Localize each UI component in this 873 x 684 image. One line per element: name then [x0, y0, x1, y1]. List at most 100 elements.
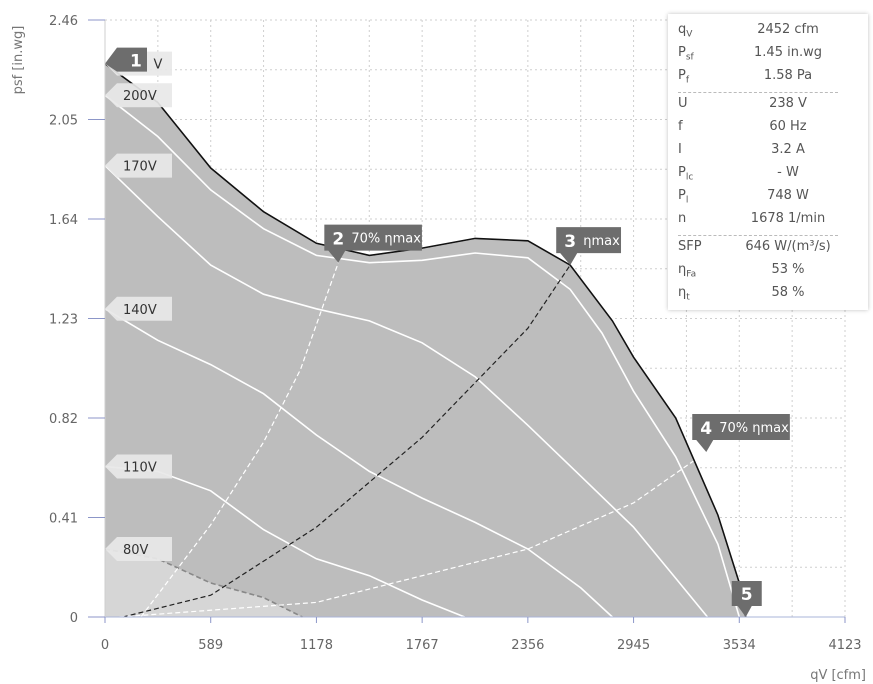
voltage-tag-label: 170V	[123, 160, 157, 175]
info-value: 53 %	[771, 262, 805, 277]
info-value: 60 Hz	[769, 119, 807, 134]
voltage-tag: 170V	[105, 153, 172, 178]
y-tick-label: 1.23	[49, 313, 78, 328]
point-marker-4: 4 70% ηmax	[692, 413, 790, 452]
info-symbol: Plc	[678, 165, 694, 183]
info-row: U 238 V	[678, 96, 868, 118]
voltage-tag-label: 140V	[123, 303, 157, 318]
voltage-curve	[104, 308, 613, 618]
voltage-tag-box	[105, 454, 172, 479]
info-value: - W	[777, 165, 799, 180]
voltage-tag-box	[105, 296, 172, 321]
info-symbol: Pf	[678, 68, 690, 86]
y-axis-title: psf [in.wg]	[11, 26, 26, 95]
operating-area-fill	[105, 63, 746, 617]
marker-label: ηmax	[583, 234, 620, 249]
voltage-tag-box	[105, 83, 172, 108]
envelope-line	[104, 63, 747, 618]
info-value: 646 W/(m³/s)	[745, 239, 831, 254]
info-value: 58 %	[771, 285, 805, 300]
voltage-tag: 200V	[105, 83, 172, 108]
low-voltage-area-fill	[105, 549, 303, 617]
x-axis-title: qV [cfm]	[810, 668, 866, 683]
info-value: 1.58 Pa	[763, 68, 813, 83]
info-symbol: Psf	[678, 45, 694, 63]
info-value: 3.2 A	[771, 142, 805, 157]
x-tick-label: 2945	[617, 638, 650, 653]
info-row: f 60 Hz	[678, 119, 868, 141]
voltage-tag-label: V	[154, 58, 163, 73]
y-tick-label: 0.41	[49, 512, 78, 527]
x-tick-label: 1767	[406, 638, 439, 653]
marker-badge	[105, 47, 147, 72]
voltage-tag-box	[105, 153, 172, 178]
operating-area	[105, 63, 746, 617]
info-row: SFP 646 W/(m³/s)	[678, 239, 868, 261]
info-symbol: U	[678, 96, 688, 111]
marker-label: 70% ηmax	[719, 421, 789, 436]
envelope-curve	[104, 63, 747, 618]
marker-number: 1	[130, 52, 142, 72]
info-row: I 3.2 A	[678, 142, 868, 164]
x-tick-label: 1178	[300, 638, 333, 653]
info-row: ηFa 53 %	[678, 262, 868, 284]
point-marker-3: 3 ηmax	[556, 227, 622, 266]
info-value: 238 V	[769, 96, 807, 111]
efficiency-lines	[119, 262, 707, 618]
marker-label: 70% ηmax	[351, 232, 421, 247]
x-tick-label: 4123	[828, 638, 861, 653]
info-symbol: SFP	[678, 239, 702, 254]
info-value: 1678 1/min	[750, 211, 826, 226]
info-row: Plc - W	[678, 165, 868, 187]
marker-number: 2	[332, 230, 344, 250]
axes: 0 589 1178 1767 2356 2945 3534 412300.410.821.2…	[49, 14, 862, 653]
y-tick-label: 0.82	[49, 412, 78, 427]
info-row: ηt 58 %	[678, 285, 868, 307]
info-value: 748 W	[767, 188, 809, 203]
point-markers: 1 2 70% ηmax 3 ηmax 4 70% ηmax 5	[105, 47, 790, 617]
info-row: Pf 1.58 Pa	[678, 68, 868, 90]
info-separator	[678, 92, 838, 93]
info-row: qV 2452 cfm	[678, 22, 868, 44]
voltage-curve	[104, 165, 709, 618]
marker-number: 4	[700, 419, 712, 439]
info-symbol: n	[678, 211, 687, 226]
x-tick-label: 589	[198, 638, 223, 653]
voltage-tag: 140V	[105, 296, 172, 321]
marker-badge	[692, 413, 790, 452]
y-tick-label: 2.05	[49, 114, 78, 129]
marker-number: 3	[564, 232, 576, 252]
info-symbol: Pl	[678, 188, 689, 206]
info-row: n 1678 1/min	[678, 211, 868, 233]
voltage-tag-label: 80V	[123, 543, 149, 558]
y-tick-label: 1.64	[49, 213, 78, 228]
voltage-tag: 80V	[105, 537, 172, 562]
y-tick-label: 2.46	[49, 14, 78, 29]
info-value: 1.45 in.wg	[754, 45, 822, 60]
voltage-tag-label: 200V	[123, 89, 157, 104]
info-row: Psf 1.45 in.wg	[678, 45, 868, 67]
marker-badge	[324, 224, 422, 263]
info-symbol: I	[678, 142, 682, 157]
point-marker-5: 5	[731, 581, 762, 617]
x-tick-label: 3534	[723, 638, 756, 653]
info-symbol: ηt	[678, 285, 690, 303]
voltage-tag-box	[105, 537, 172, 562]
marker-badge	[556, 227, 622, 266]
x-tick-label: 2356	[511, 638, 544, 653]
point-marker-1: 1	[105, 47, 147, 72]
point-marker-2: 2 70% ηmax	[324, 224, 422, 263]
info-row: Pl 748 W	[678, 188, 868, 210]
y-tick-label: 0	[70, 611, 78, 626]
marker-badge	[731, 581, 762, 617]
info-symbol: qV	[678, 22, 693, 40]
info-separator	[678, 235, 838, 236]
info-symbol: ηFa	[678, 262, 697, 280]
operating-point-panel: qV 2452 cfm Psf 1.45 in.wg Pf 1.58 Pa U 238 V f 6…	[668, 14, 868, 310]
info-symbol: f	[678, 119, 683, 134]
voltage-tag-label: 110V	[123, 461, 157, 476]
efficiency-line	[119, 451, 707, 618]
marker-number: 5	[741, 585, 753, 605]
voltage-tag: 110V	[105, 454, 172, 479]
efficiency-line	[122, 264, 571, 618]
